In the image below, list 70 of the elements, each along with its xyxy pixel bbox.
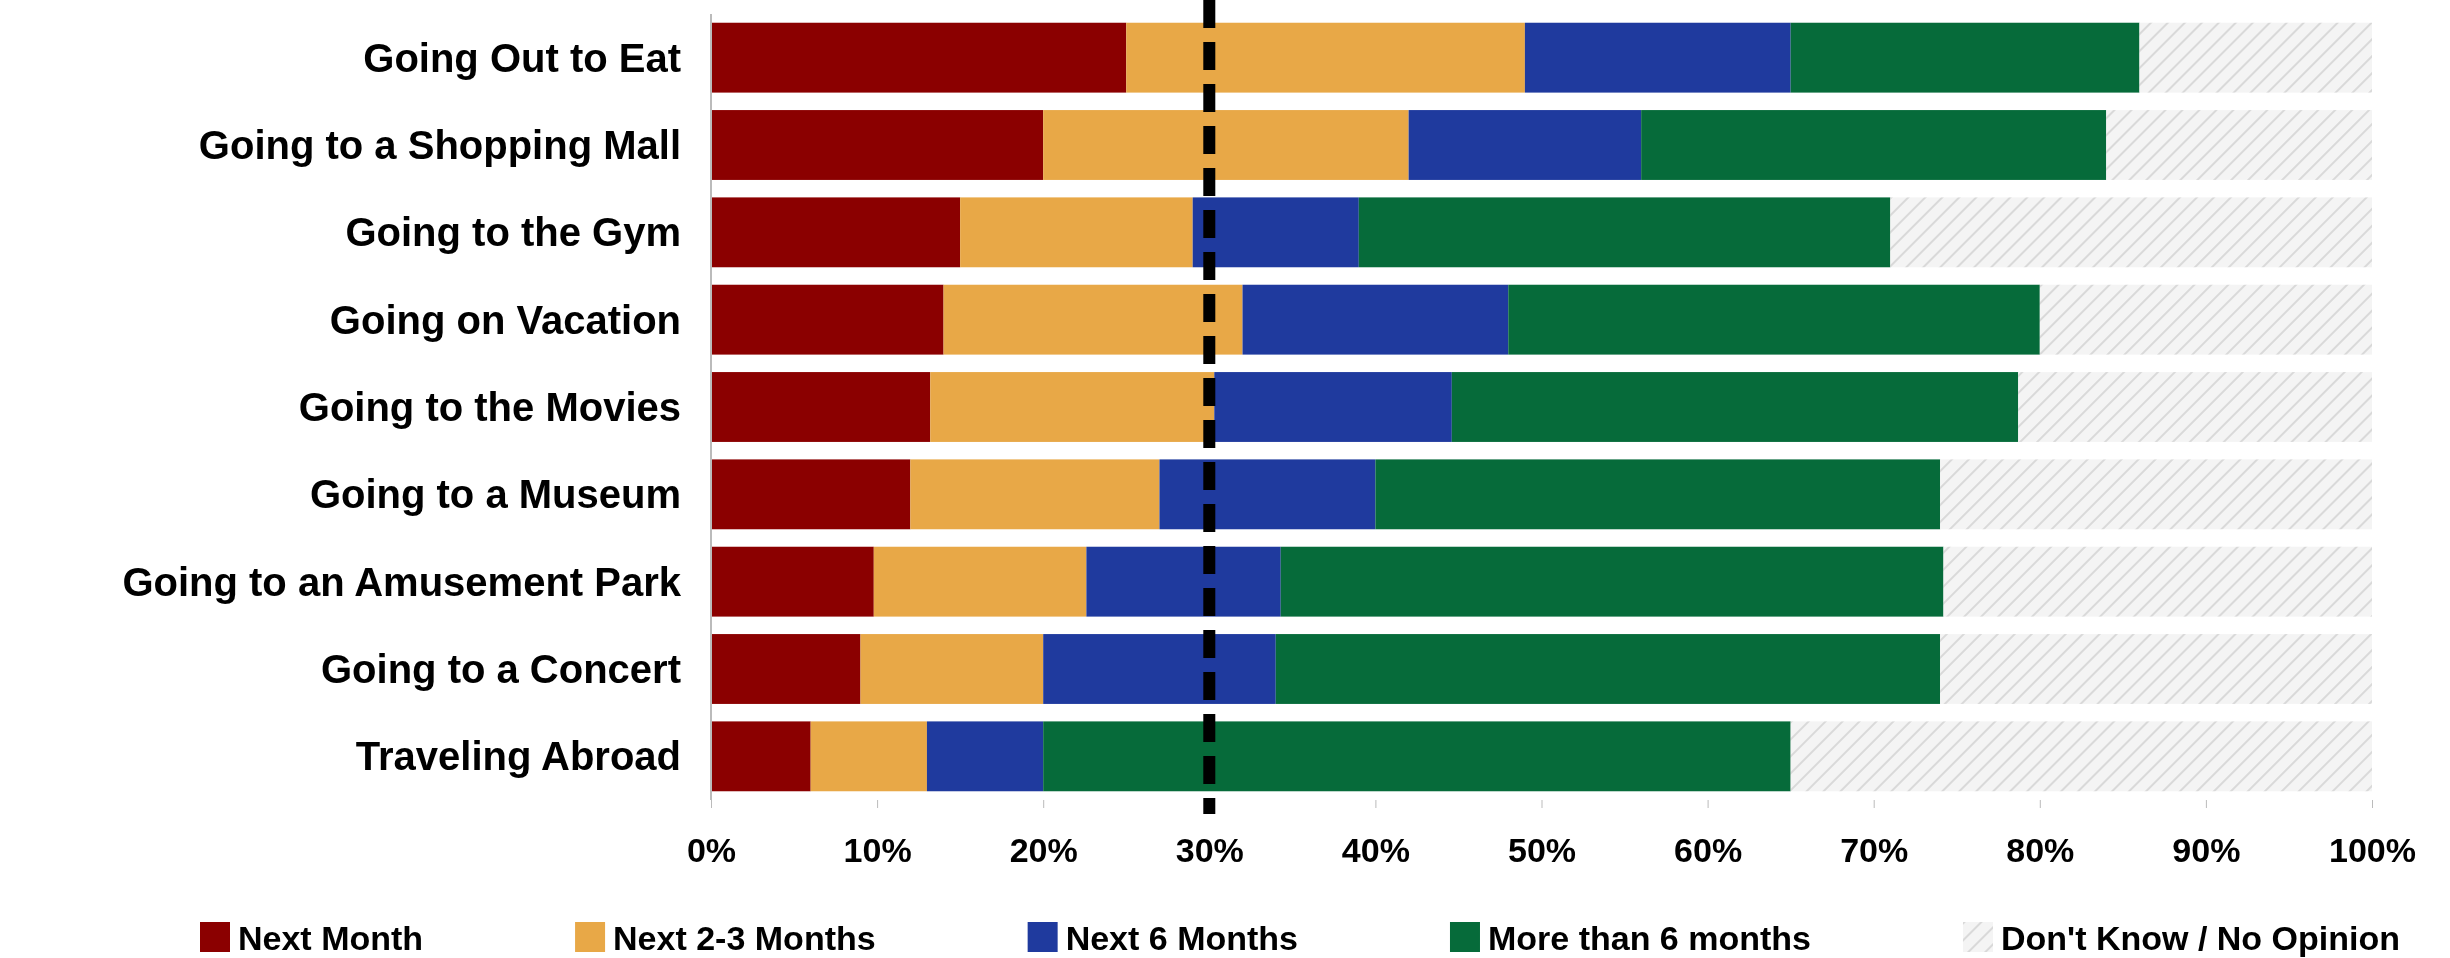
bar xyxy=(960,197,1193,268)
bar xyxy=(1275,634,1941,704)
legend-label: Next 2-3 Months xyxy=(613,919,876,957)
y-tick-label: Going to the Gym xyxy=(345,210,681,255)
y-tick-label: Traveling Abroad xyxy=(355,734,681,779)
bar xyxy=(2018,372,2372,442)
bar xyxy=(711,721,811,792)
bar xyxy=(1940,459,2372,530)
bar xyxy=(1451,372,2019,442)
bar xyxy=(711,459,911,530)
legend-label: Next Month xyxy=(238,919,424,957)
bar xyxy=(1126,22,1525,93)
bar xyxy=(1890,197,2372,268)
bar xyxy=(2039,284,2372,355)
bar xyxy=(1524,22,1791,93)
legend-label: More than 6 months xyxy=(1487,919,1812,957)
bar xyxy=(1641,110,2107,180)
bar xyxy=(1940,634,2372,704)
bar xyxy=(1790,22,2140,93)
bar xyxy=(943,284,1243,355)
bar xyxy=(711,372,931,442)
bar xyxy=(1242,284,1509,355)
y-tick-label: Going to an Amusement Park xyxy=(122,559,682,604)
x-tick-label: 20% xyxy=(1009,831,1078,869)
bar xyxy=(860,634,1044,704)
legend-label: Next 6 Months xyxy=(1065,919,1298,957)
bar xyxy=(1043,721,1791,792)
bar xyxy=(910,459,1160,530)
bar xyxy=(1358,197,1891,268)
bar xyxy=(1192,197,1359,268)
bar xyxy=(1280,546,1944,617)
bar xyxy=(1508,284,2040,355)
bar xyxy=(1043,634,1276,704)
y-tick-label: Going to the Movies xyxy=(298,385,681,429)
bar xyxy=(1790,721,2372,792)
bar xyxy=(1943,546,2372,617)
bar xyxy=(1408,110,1642,180)
y-tick-label: Going to a Museum xyxy=(309,472,681,517)
bar xyxy=(711,284,944,355)
y-tick-label: Going to a Concert xyxy=(321,647,681,691)
x-tick-label: 30% xyxy=(1175,831,1244,869)
bar xyxy=(711,634,861,704)
x-tick-label: 80% xyxy=(2006,831,2075,869)
bar xyxy=(930,372,1215,442)
bar xyxy=(1214,372,1452,442)
bar xyxy=(1086,546,1281,617)
x-tick-label: 100% xyxy=(2329,831,2416,869)
x-tick-label: 70% xyxy=(1840,831,1909,869)
x-tick-label: 90% xyxy=(2172,831,2241,869)
bar xyxy=(926,721,1044,792)
y-tick-label: Going to a Shopping Mall xyxy=(198,123,681,167)
x-tick-label: 60% xyxy=(1674,831,1743,869)
bar xyxy=(1043,110,1409,180)
bar xyxy=(873,546,1087,617)
bar xyxy=(711,110,1044,180)
bar xyxy=(1159,459,1376,530)
x-tick-label: 10% xyxy=(843,831,912,869)
bar xyxy=(711,546,874,617)
bar xyxy=(2106,110,2372,180)
x-tick-label: 0% xyxy=(686,831,737,869)
x-tick-label: 40% xyxy=(1341,831,1410,869)
y-tick-label: Going on Vacation xyxy=(329,297,681,342)
x-tick-label: 50% xyxy=(1507,831,1577,869)
bar xyxy=(2139,22,2372,93)
bar xyxy=(711,197,961,268)
bar xyxy=(1375,459,1941,530)
legend-label: Don't Know / No Opinion xyxy=(2000,919,2400,957)
bar xyxy=(711,22,1127,93)
y-tick-label: Going Out to Eat xyxy=(363,35,681,80)
bar xyxy=(810,721,927,792)
